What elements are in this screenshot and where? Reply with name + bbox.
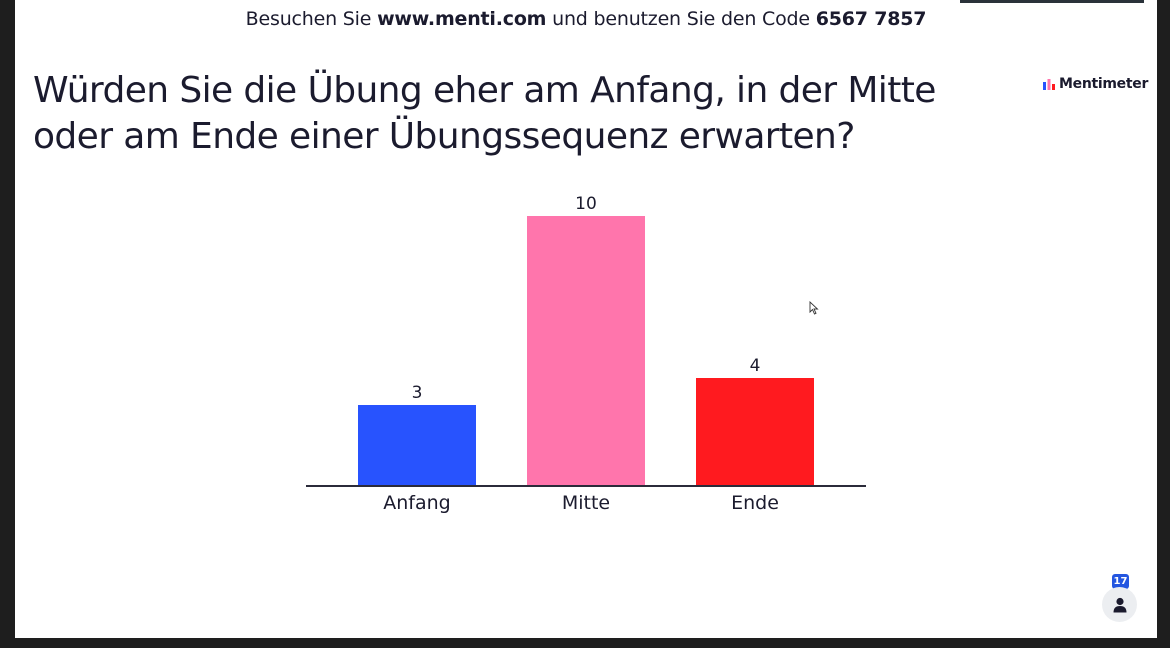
bar-anfang [358, 405, 476, 486]
mentimeter-logo-icon [1043, 78, 1055, 90]
mentimeter-logo: Mentimeter [1043, 76, 1148, 92]
value-label-mitte: 10 [575, 194, 597, 214]
bar-mitte [527, 216, 645, 486]
value-label-anfang: 3 [412, 383, 423, 403]
logo-text: Mentimeter [1059, 76, 1149, 92]
join-middle: und benutzen Sie den Code [552, 8, 810, 30]
category-label-mitte: Mitte [562, 492, 610, 514]
value-label-ende: 4 [750, 356, 761, 376]
window-accent-bar [960, 0, 1144, 3]
slide: Besuchen Sie www.menti.com und benutzen … [15, 0, 1157, 638]
person-icon [1113, 597, 1126, 612]
question-title: Würden Sie die Übung eher am Anfang, in … [33, 70, 936, 157]
category-label-anfang: Anfang [383, 492, 450, 514]
bar-ende [696, 378, 814, 486]
mouse-cursor-icon [809, 300, 819, 319]
join-instructions: Besuchen Sie www.menti.com und benutzen … [15, 8, 1157, 30]
participants-button[interactable] [1102, 587, 1137, 622]
join-url[interactable]: www.menti.com [377, 8, 547, 30]
join-prefix: Besuchen Sie [245, 8, 372, 30]
category-label-ende: Ende [731, 492, 779, 514]
participants-count: 17 [1112, 574, 1129, 589]
join-code: 6567 7857 [815, 8, 927, 30]
